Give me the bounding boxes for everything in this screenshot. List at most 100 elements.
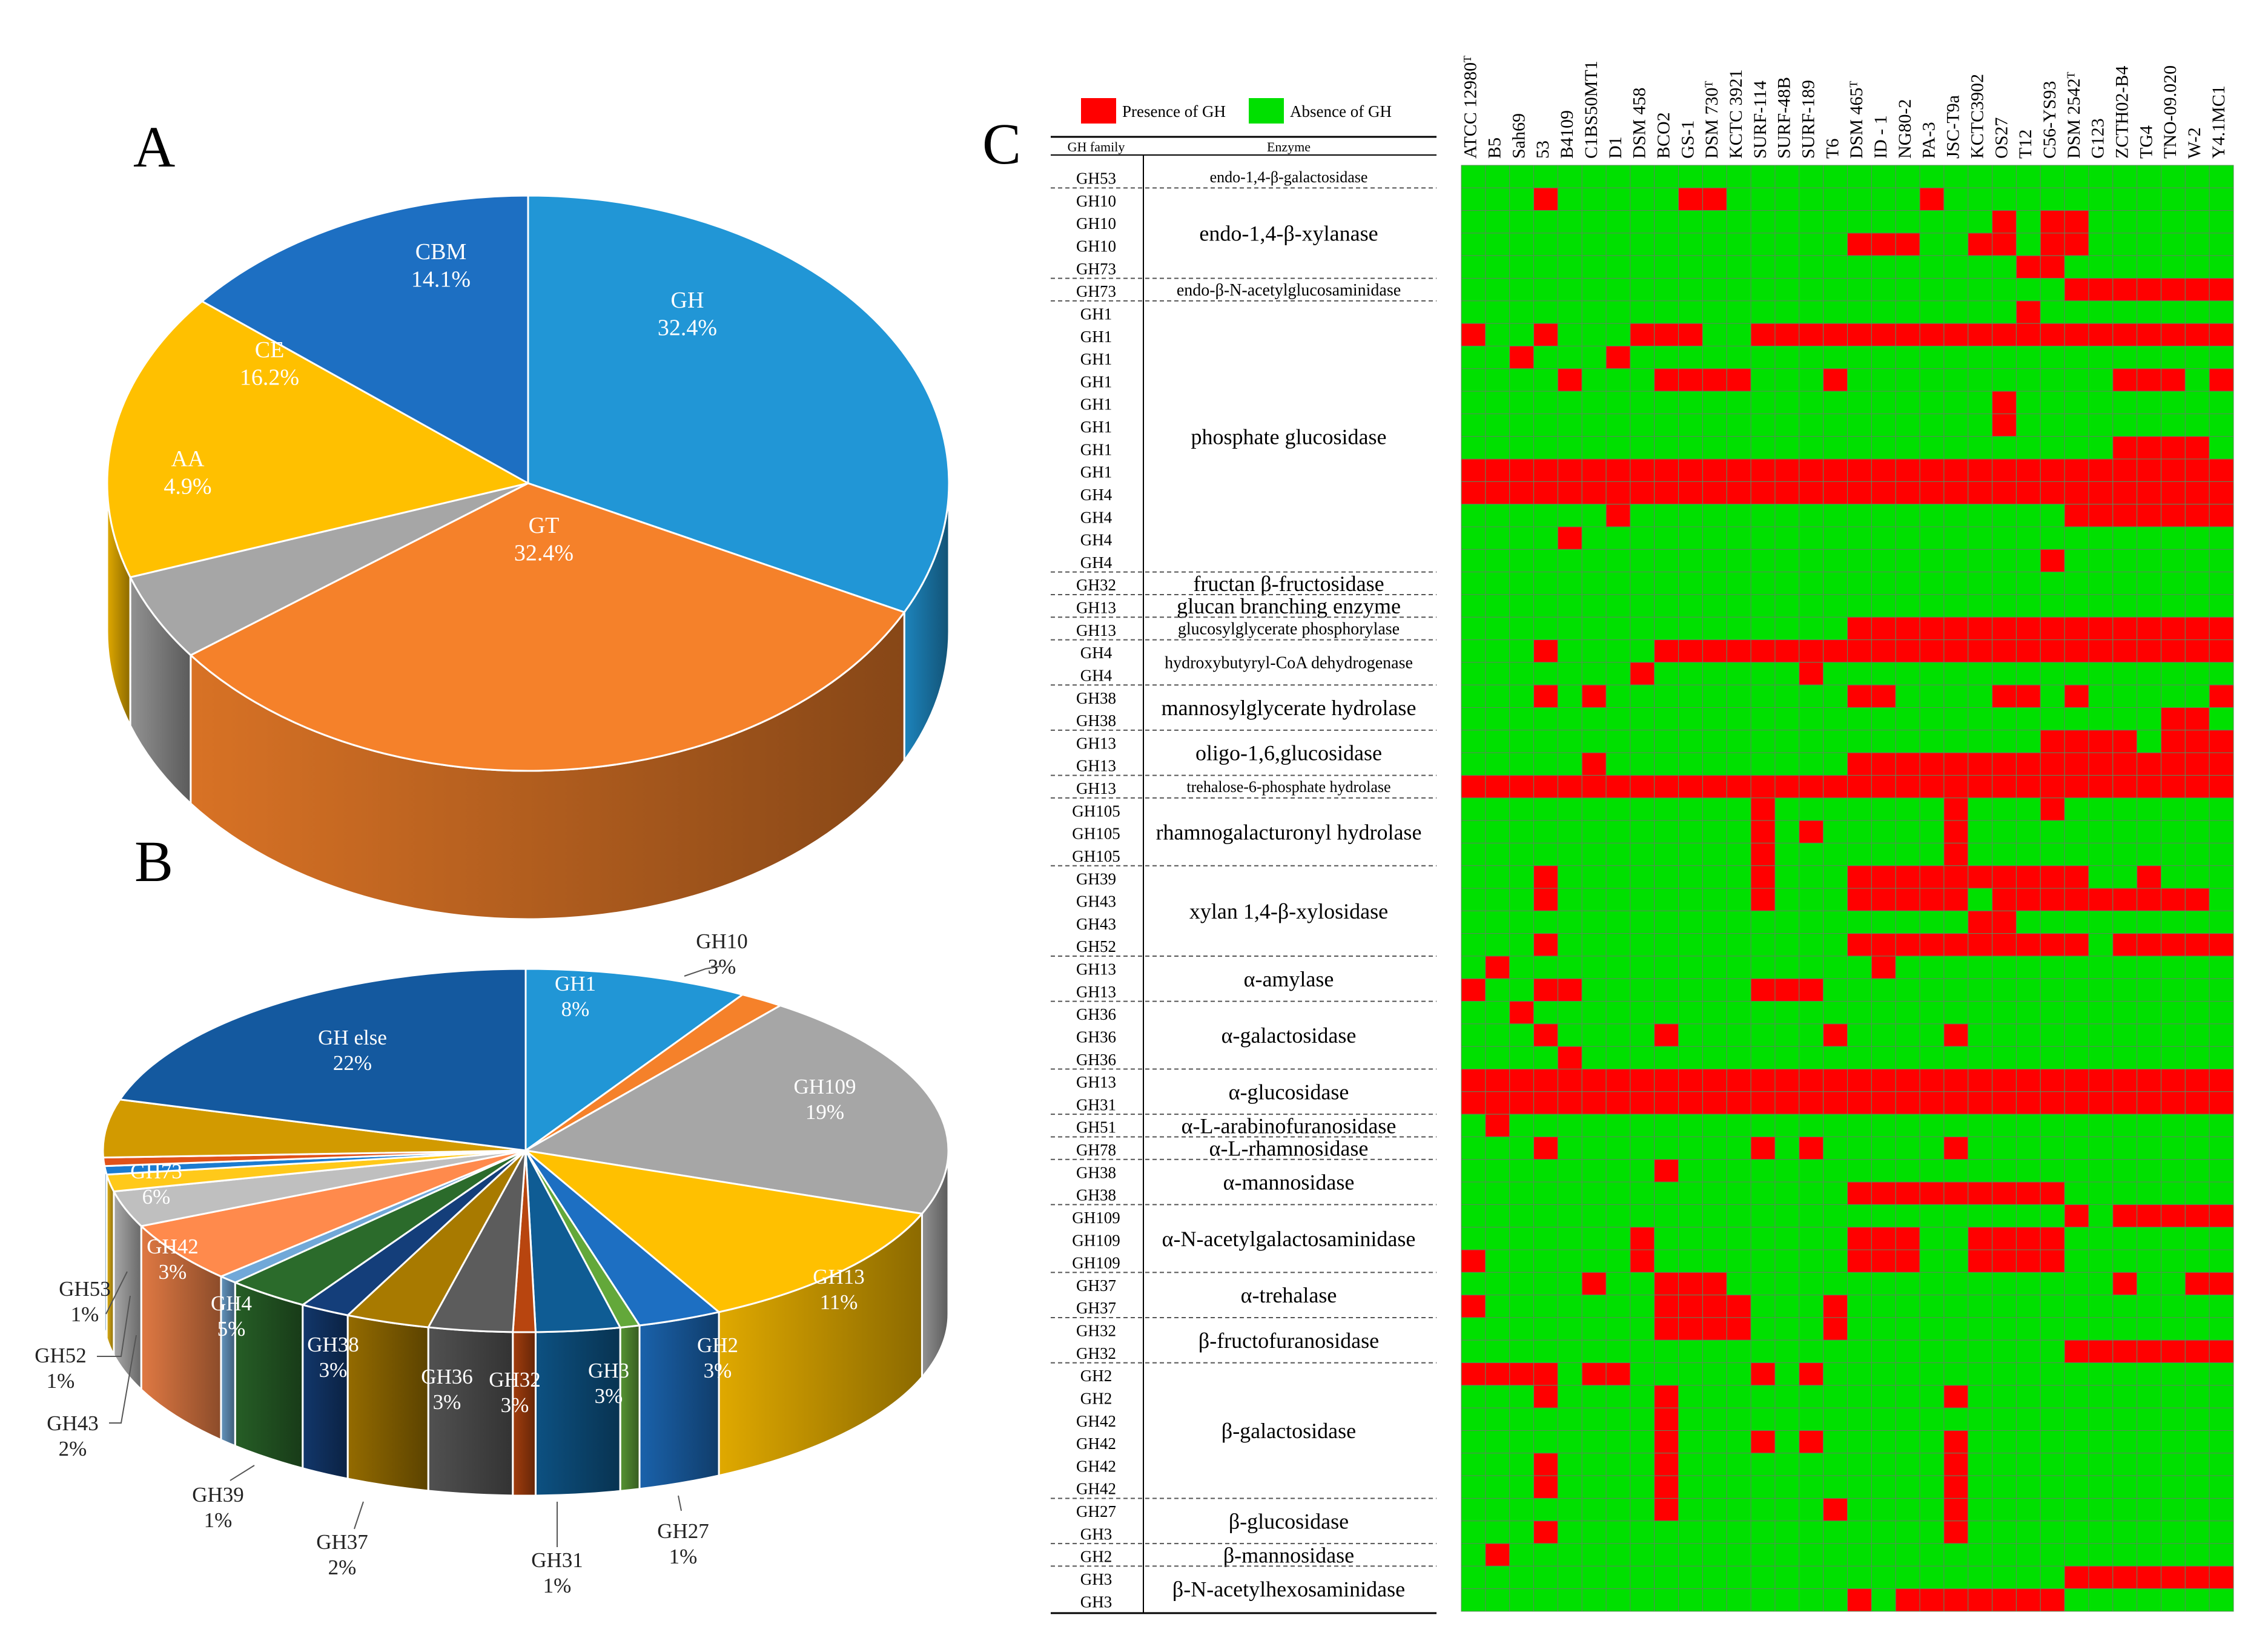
cell-presence bbox=[1871, 1091, 1896, 1115]
cell-absence bbox=[1485, 1204, 1510, 1228]
cell-presence bbox=[1533, 1136, 1558, 1160]
cell-absence bbox=[1968, 1453, 1993, 1476]
cell-absence bbox=[1823, 1430, 1848, 1454]
cell-absence bbox=[1509, 820, 1535, 843]
cell-absence bbox=[1968, 888, 1993, 911]
cell-presence bbox=[1895, 481, 1920, 505]
cell-presence bbox=[1847, 1091, 1872, 1115]
cell-presence bbox=[2209, 1272, 2234, 1296]
cell-absence bbox=[1799, 1385, 1824, 1408]
cell-absence bbox=[1895, 1453, 1920, 1476]
cell-absence bbox=[1605, 933, 1631, 957]
cell-absence bbox=[1750, 1339, 1776, 1364]
cell-absence bbox=[1509, 278, 1535, 302]
cell-presence bbox=[1750, 1069, 1776, 1092]
cell-absence bbox=[1654, 526, 1679, 550]
cell-presence bbox=[2160, 1091, 2186, 1115]
cell-absence bbox=[1968, 526, 1993, 550]
cell-absence bbox=[2184, 1227, 2210, 1250]
cell-absence bbox=[1871, 1565, 1896, 1590]
cell-absence bbox=[1774, 1497, 1800, 1522]
cell-presence bbox=[2088, 1069, 2114, 1092]
cell-absence bbox=[1461, 639, 1486, 663]
cell-absence bbox=[1605, 165, 1631, 188]
pie-b-label-percent: 1% bbox=[47, 1369, 75, 1393]
cell-presence bbox=[2137, 1069, 2161, 1092]
cell-absence bbox=[2112, 1407, 2138, 1431]
cell-absence bbox=[1581, 1543, 1607, 1566]
cell-absence bbox=[2112, 1543, 2138, 1566]
cell-absence bbox=[1799, 752, 1824, 776]
cell-absence bbox=[1774, 368, 1800, 392]
cell-presence bbox=[1485, 1114, 1510, 1137]
cell-absence bbox=[2160, 1317, 2186, 1341]
family-label: GH13 bbox=[1076, 779, 1116, 797]
cell-absence bbox=[1943, 210, 1969, 234]
cell-absence bbox=[1702, 707, 1727, 731]
cell-absence bbox=[1799, 933, 1824, 957]
cell-presence bbox=[1895, 1069, 1920, 1092]
cell-absence bbox=[1919, 278, 1945, 302]
cell-absence bbox=[1943, 684, 1969, 708]
family-label: GH36 bbox=[1076, 1028, 1116, 1046]
cell-presence bbox=[1968, 1249, 1993, 1273]
cell-absence bbox=[2184, 1249, 2210, 1273]
cell-absence bbox=[1605, 684, 1631, 708]
cell-presence bbox=[1654, 774, 1679, 799]
cell-absence bbox=[1702, 662, 1727, 685]
enzyme-label-4: fructan β-fructosidase bbox=[1193, 572, 1384, 596]
cell-absence bbox=[1847, 391, 1872, 414]
cell-absence bbox=[1943, 1227, 1969, 1250]
cell-absence bbox=[1799, 1497, 1824, 1522]
cell-presence bbox=[1992, 391, 2017, 414]
cell-absence bbox=[2137, 1317, 2161, 1341]
cell-absence bbox=[1871, 436, 1896, 460]
cell-absence bbox=[1943, 1543, 1969, 1566]
cell-absence bbox=[2112, 549, 2138, 573]
cell-absence bbox=[2184, 1295, 2210, 1318]
cell-absence bbox=[2064, 1475, 2089, 1499]
cell-presence bbox=[2160, 1565, 2186, 1590]
cell-absence bbox=[2015, 594, 2041, 618]
pie-b-label-name: GH else bbox=[318, 1026, 387, 1049]
cell-presence bbox=[2184, 1204, 2210, 1228]
cell-absence bbox=[1557, 1475, 1582, 1499]
cell-presence bbox=[1919, 752, 1945, 776]
cell-absence bbox=[1557, 1588, 1582, 1612]
family-label: GH2 bbox=[1080, 1367, 1113, 1385]
cell-absence bbox=[1992, 187, 2017, 211]
cell-presence bbox=[2112, 278, 2138, 302]
cell-absence bbox=[1678, 865, 1703, 889]
cell-absence bbox=[2137, 1114, 2161, 1137]
cell-absence bbox=[1968, 956, 1993, 979]
cell-absence bbox=[1968, 504, 1993, 527]
cell-absence bbox=[2160, 346, 2186, 369]
cell-presence bbox=[1943, 1023, 1969, 1047]
cell-presence bbox=[2137, 1339, 2161, 1364]
pie-b-label-percent: 3% bbox=[319, 1358, 348, 1382]
strain-label: W-2 bbox=[2184, 127, 2204, 159]
cell-presence bbox=[1992, 752, 2017, 776]
cell-presence bbox=[1919, 639, 1945, 663]
cell-absence bbox=[1461, 616, 1486, 641]
cell-absence bbox=[2015, 1475, 2041, 1499]
cell-presence bbox=[2112, 481, 2138, 505]
cell-absence bbox=[1630, 594, 1655, 618]
cell-presence bbox=[2160, 774, 2186, 799]
cell-absence bbox=[2040, 1001, 2065, 1025]
pie-b-label-percent: 1% bbox=[669, 1545, 698, 1568]
cell-absence bbox=[1992, 549, 2017, 573]
cell-absence bbox=[2040, 413, 2065, 437]
cell-absence bbox=[1968, 210, 1993, 234]
cell-absence bbox=[1557, 1272, 1582, 1296]
cell-absence bbox=[1750, 1295, 1776, 1318]
cell-presence bbox=[1533, 1453, 1558, 1476]
cell-absence bbox=[1533, 752, 1558, 776]
cell-absence bbox=[1871, 255, 1896, 279]
cell-presence bbox=[1726, 1317, 1751, 1341]
cell-presence bbox=[1943, 842, 1969, 867]
cell-absence bbox=[1485, 1249, 1510, 1273]
cell-presence bbox=[1750, 1136, 1776, 1160]
cell-absence bbox=[1823, 1227, 1848, 1250]
cell-presence bbox=[1919, 1181, 1945, 1205]
